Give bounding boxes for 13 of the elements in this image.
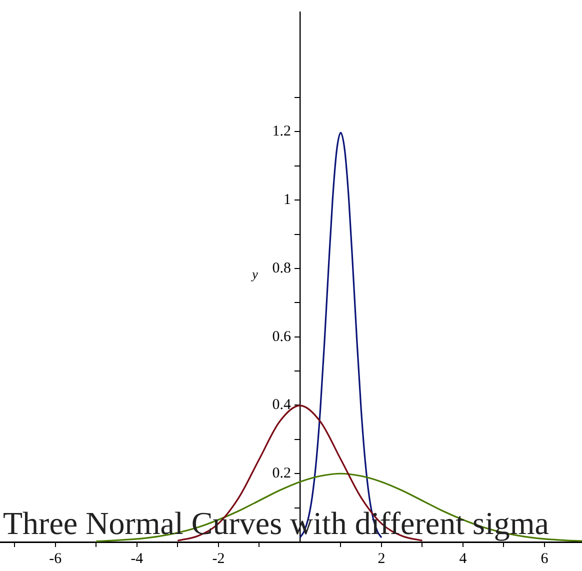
x-tick-label: -4 — [130, 550, 144, 567]
y-tick-label: 0.2 — [272, 466, 291, 482]
y-axis-title: y — [250, 266, 258, 282]
y-tick-label: 0.8 — [272, 260, 291, 276]
x-tick-label: 6 — [540, 550, 549, 567]
y-tick-label: 1 — [283, 192, 291, 208]
x-tick-label: -6 — [49, 550, 62, 567]
x-tick-label: -2 — [212, 550, 225, 567]
x-tick-label: 4 — [459, 550, 468, 567]
y-tick-label: 0.6 — [272, 328, 292, 345]
x-tick-label: 2 — [378, 550, 386, 567]
y-tick-label: 1.2 — [272, 124, 291, 140]
y-tick-label: 0.4 — [272, 397, 292, 414]
